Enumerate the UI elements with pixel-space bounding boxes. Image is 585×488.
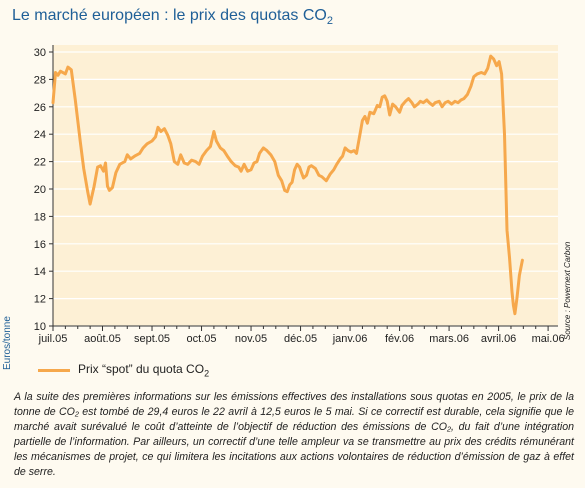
y-tick-label: 30 bbox=[34, 47, 46, 59]
y-tick-label: 24 bbox=[34, 129, 46, 141]
x-tick-label: août.05 bbox=[84, 333, 121, 345]
x-tick-label: avril.06 bbox=[481, 333, 516, 345]
y-tick-label: 14 bbox=[34, 266, 46, 278]
x-tick-label: déc.05 bbox=[284, 333, 317, 345]
x-tick-label: nov.05 bbox=[235, 333, 267, 345]
y-tick-label: 18 bbox=[34, 211, 46, 223]
x-tick-label: juil.05 bbox=[38, 333, 68, 345]
legend-swatch bbox=[38, 368, 70, 372]
chart-title: Le marché européen : le prix des quotas … bbox=[12, 7, 333, 28]
legend-label: Prix “spot” du quota CO2 bbox=[78, 362, 210, 379]
legend: Prix “spot” du quota CO2 bbox=[38, 362, 209, 378]
y-tick-label: 10 bbox=[34, 321, 46, 333]
y-axis-label: Euros/tonne bbox=[2, 316, 13, 370]
x-tick-label: mai.06 bbox=[532, 333, 565, 345]
y-tick-label: 28 bbox=[34, 74, 46, 86]
x-tick-label: fév.06 bbox=[385, 333, 414, 345]
series-line bbox=[51, 54, 524, 316]
y-tick-label: 20 bbox=[34, 184, 46, 196]
y-tick-label: 12 bbox=[34, 294, 46, 306]
source-note: Source : Powernext Carbon bbox=[563, 241, 572, 340]
x-tick-label: sept.05 bbox=[134, 333, 170, 345]
plot-background bbox=[53, 45, 558, 326]
y-tick-label: 22 bbox=[34, 157, 46, 169]
line-chart: 10 12 14 16 18 20 22 24 26 28 30 juil.05 août.05 sept… bbox=[34, 45, 565, 345]
x-tick-label: oct.05 bbox=[187, 333, 217, 345]
caption-text: A la suite des premières informations su… bbox=[14, 391, 574, 478]
y-tick-label: 26 bbox=[34, 102, 46, 114]
y-tick-label: 16 bbox=[34, 239, 46, 251]
x-tick-label: janv.06 bbox=[332, 333, 368, 345]
x-tick-label: mars.06 bbox=[429, 333, 469, 345]
